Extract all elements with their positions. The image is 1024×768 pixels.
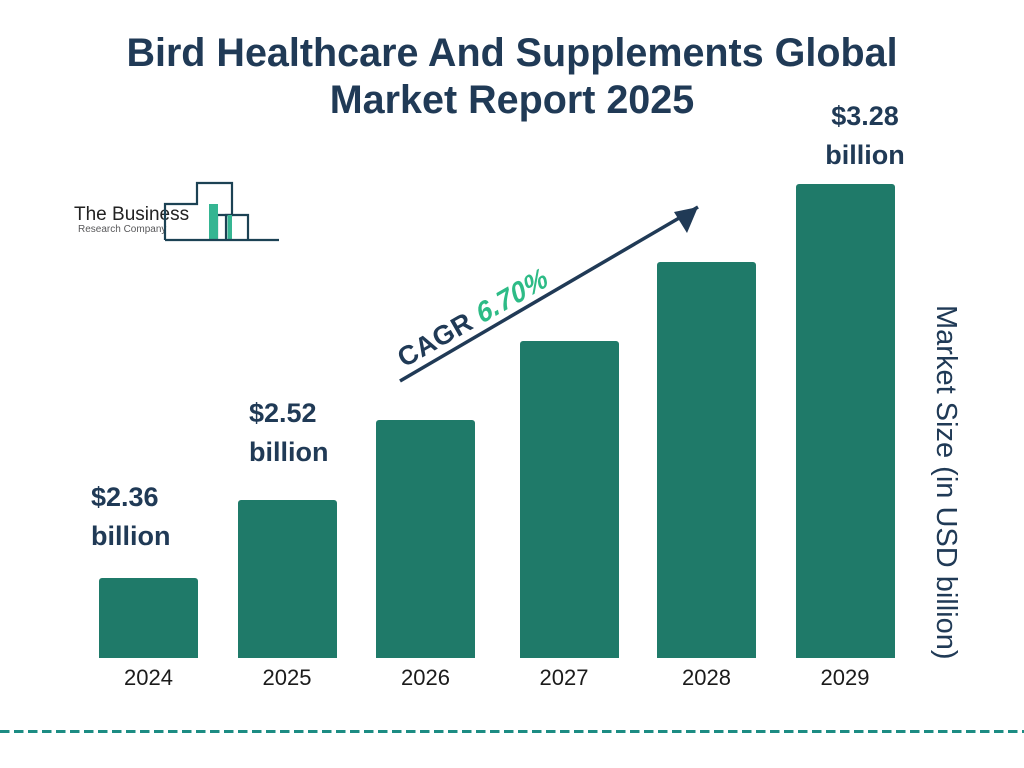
- svg-text:The Business: The Business: [74, 204, 189, 225]
- svg-text:Research Company: Research Company: [78, 224, 166, 235]
